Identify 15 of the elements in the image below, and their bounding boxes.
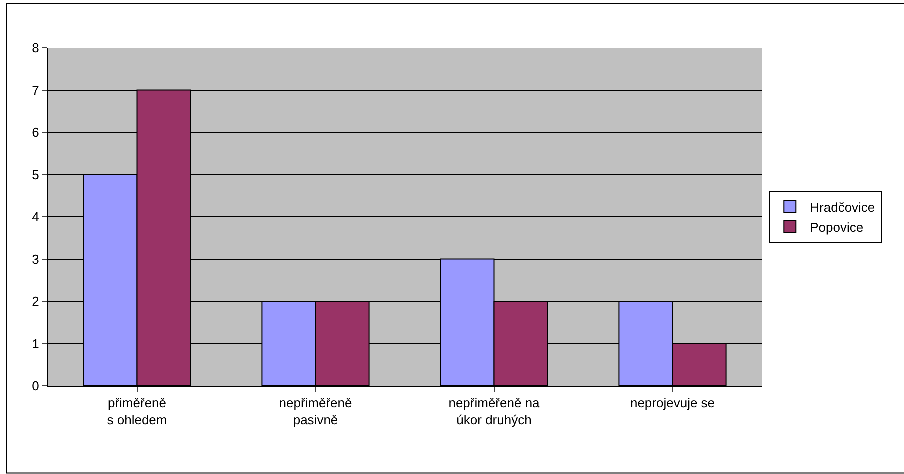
x-tick-label: nepřiměřeně pasivně	[279, 396, 352, 428]
y-tick-label: 5	[32, 167, 40, 182]
y-tick-label: 4	[32, 210, 40, 225]
y-tick-label: 3	[32, 252, 40, 267]
x-tick-label: nepřiměřeně na úkor druhých	[448, 396, 541, 428]
legend-label: Popovice	[810, 220, 864, 235]
y-tick-label: 2	[32, 294, 40, 310]
legend-label: Hradčovice	[810, 200, 876, 216]
y-tick-label: 8	[32, 40, 40, 56]
x-tick-label: přiměřeně s ohledem	[107, 396, 168, 428]
y-tick-label: 0	[32, 378, 40, 394]
x-tick-label: neprojevuje se	[630, 396, 716, 411]
y-tick-label: 7	[32, 82, 40, 98]
y-tick-label: 1	[32, 336, 40, 352]
y-tick-label: 6	[32, 125, 40, 140]
